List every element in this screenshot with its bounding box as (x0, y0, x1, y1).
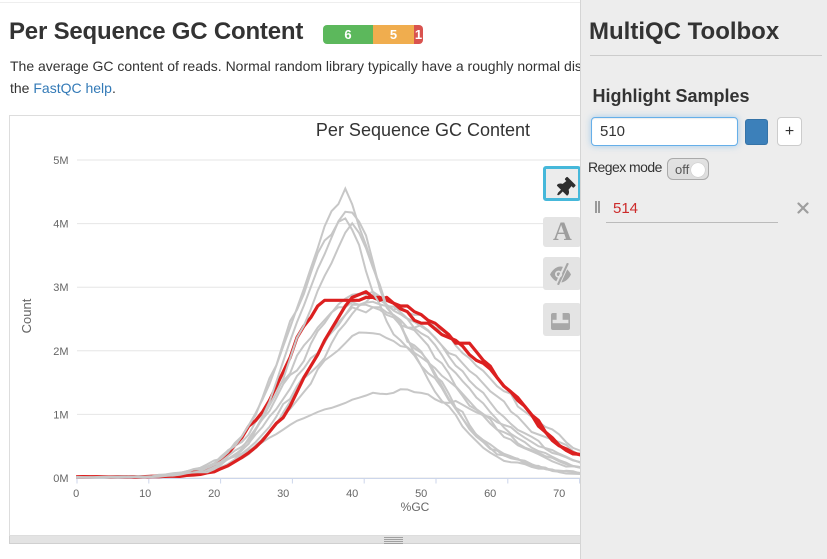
svg-text:Count: Count (19, 298, 34, 333)
svg-text:0M: 0M (53, 473, 68, 485)
svg-text:0: 0 (73, 488, 79, 500)
svg-text:60: 60 (484, 488, 496, 500)
svg-text:5M: 5M (53, 155, 68, 167)
svg-text:Per Sequence GC Content: Per Sequence GC Content (316, 120, 530, 140)
svg-text:1M: 1M (53, 409, 68, 421)
svg-text:%GC: %GC (401, 500, 430, 514)
svg-text:50: 50 (415, 488, 427, 500)
svg-text:20: 20 (208, 488, 220, 500)
svg-text:10: 10 (139, 488, 151, 500)
svg-text:2M: 2M (53, 346, 68, 358)
svg-text:3M: 3M (53, 282, 68, 294)
svg-text:30: 30 (277, 488, 289, 500)
svg-text:40: 40 (346, 488, 358, 500)
svg-text:4M: 4M (53, 219, 68, 231)
svg-text:70: 70 (553, 488, 565, 500)
